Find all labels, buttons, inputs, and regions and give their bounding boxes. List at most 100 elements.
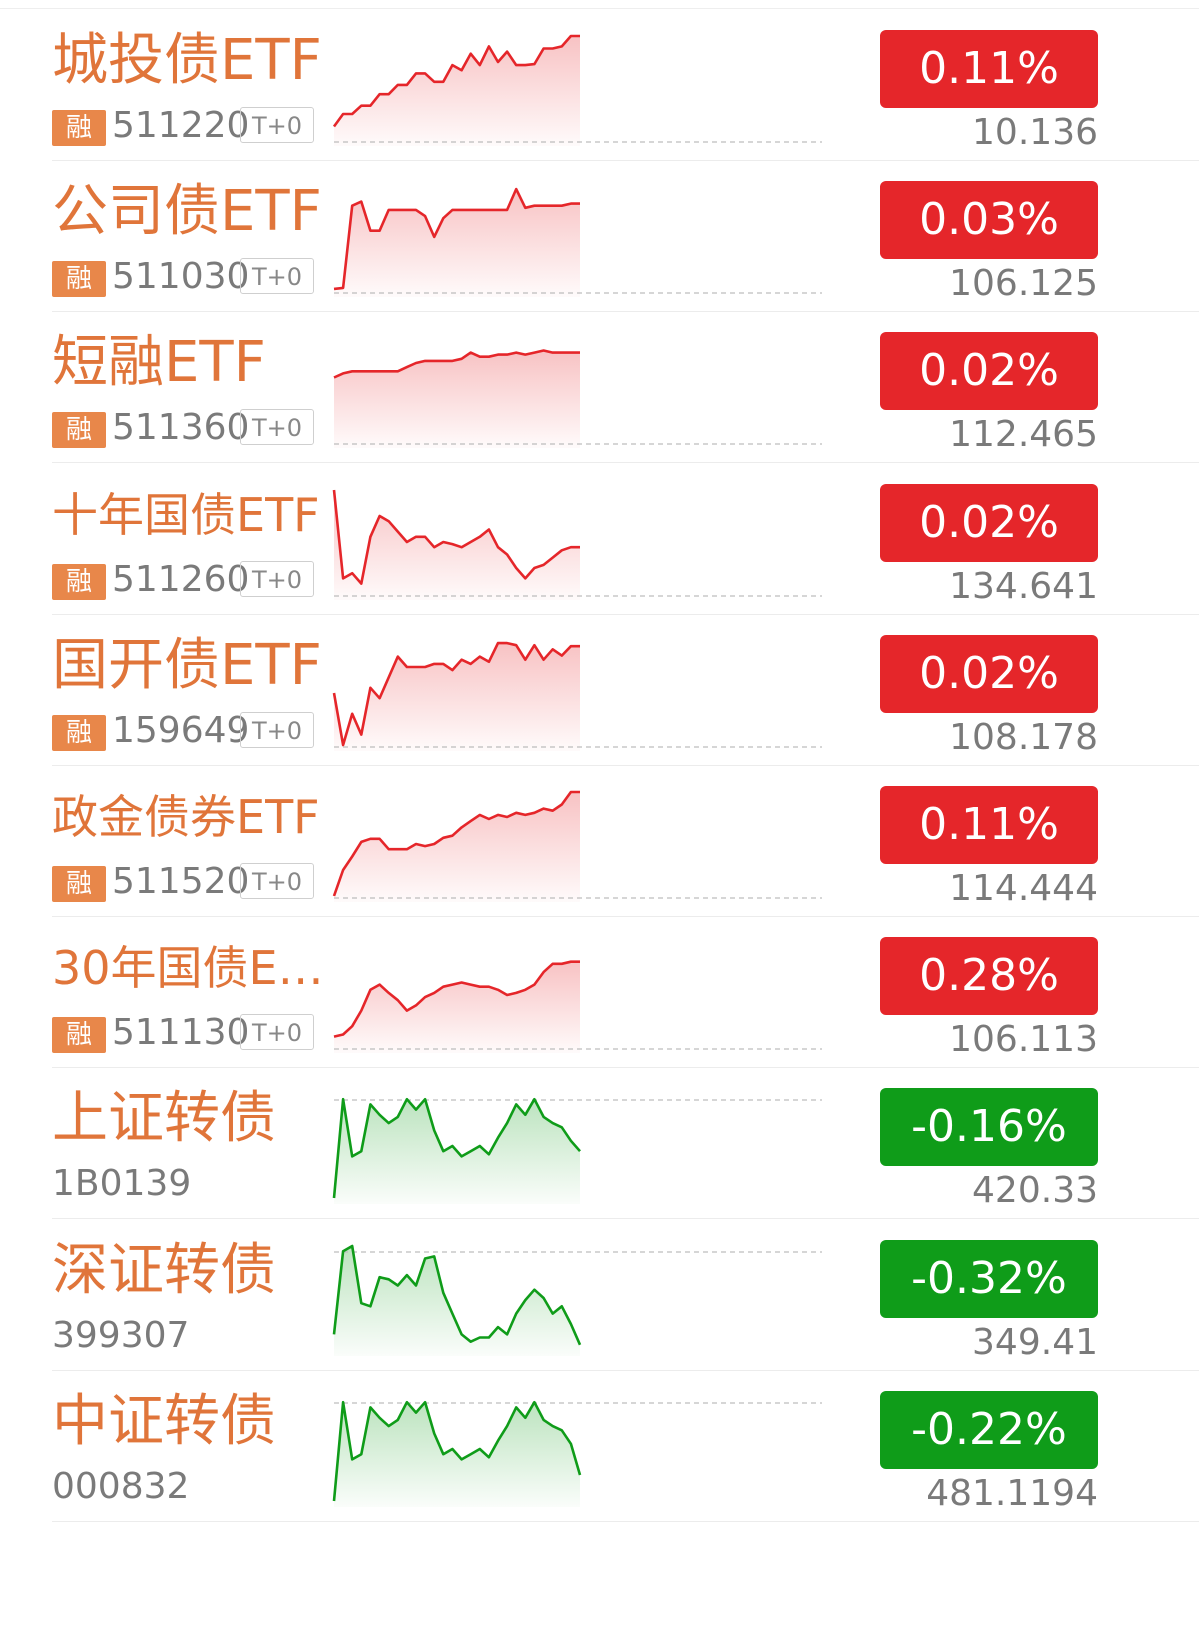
security-name: 政金债券ETF <box>52 790 320 844</box>
security-code: 511360 <box>112 407 250 449</box>
row-divider <box>52 764 1199 766</box>
change-percent-badge: 0.02% <box>880 483 1098 562</box>
t0-tag: T+0 <box>240 258 314 295</box>
top-divider <box>0 8 1199 9</box>
last-price: 134.641 <box>949 565 1098 607</box>
sparkline-line <box>332 489 580 585</box>
t0-tag: T+0 <box>240 560 314 597</box>
security-name: 公司债ETF <box>52 181 322 244</box>
change-percent-badge: 0.11% <box>880 30 1098 108</box>
sparkline-area <box>334 792 580 902</box>
security-name: 短融ETF <box>52 332 266 395</box>
security-code: 159649 <box>112 709 250 751</box>
change-percent-badge: -0.32% <box>880 1239 1098 1318</box>
t0-tag: T+0 <box>240 1014 314 1051</box>
security-code: 511030 <box>112 256 250 298</box>
row-divider <box>52 462 1199 464</box>
quote-row[interactable]: 短融ETF 融 511360 T+0 0.02% 112.465 <box>0 312 1199 464</box>
quote-row[interactable]: 上证转债 1B0139 -0.16% 420.33 <box>0 1068 1199 1220</box>
row-divider <box>52 160 1199 161</box>
sparkline-area <box>334 1245 580 1356</box>
t0-tag: T+0 <box>240 863 314 899</box>
change-percent-badge: 0.28% <box>880 937 1098 1016</box>
security-code: 000832 <box>52 1465 190 1507</box>
security-name: 深证转债 <box>52 1239 276 1302</box>
t0-tag: T+0 <box>240 107 314 143</box>
t0-tag: T+0 <box>240 711 314 748</box>
quote-row[interactable]: 十年国债ETF 融 511260 T+0 0.02% 134.641 <box>0 464 1199 615</box>
security-name: 城投债ETF <box>52 30 322 92</box>
security-name: 30年国债ET... <box>52 941 342 996</box>
sparkline-area <box>334 36 580 146</box>
sparkline-chart <box>332 1244 822 1356</box>
sparkline-area <box>334 642 580 751</box>
last-price: 112.465 <box>949 414 1098 456</box>
security-code: 511220 <box>112 105 250 146</box>
quote-row[interactable]: 国开债ETF 融 159649 T+0 0.02% 108.178 <box>0 615 1199 766</box>
sparkline-line <box>332 1400 582 1501</box>
margin-badge: 融 <box>52 714 106 751</box>
margin-badge: 融 <box>52 1017 106 1054</box>
sparkline-area <box>334 189 580 298</box>
quote-row[interactable]: 30年国债ET... 融 511130 T+0 0.28% 106.113 <box>0 917 1199 1069</box>
change-percent-badge: 0.11% <box>880 786 1098 864</box>
sparkline-area <box>334 350 580 449</box>
quote-row[interactable]: 政金债券ETF 融 511520 T+0 0.11% 114.444 <box>0 766 1199 917</box>
security-name: 国开债ETF <box>52 634 322 697</box>
sparkline-area <box>334 961 580 1054</box>
security-code: 511260 <box>112 558 250 600</box>
security-code: 1B0139 <box>52 1163 192 1205</box>
t0-tag: T+0 <box>240 409 314 446</box>
row-divider <box>52 613 1199 615</box>
quote-row[interactable]: 城投债ETF 融 511220 T+0 0.11% 10.136 <box>0 10 1199 161</box>
last-price: 114.444 <box>949 868 1098 909</box>
last-price: 420.33 <box>972 1170 1098 1212</box>
row-divider <box>52 916 1199 917</box>
sparkline-chart <box>333 960 822 1054</box>
sparkline-line <box>332 790 580 897</box>
last-price: 108.178 <box>949 716 1098 758</box>
sparkline-line <box>332 34 580 128</box>
sparkline-line <box>333 187 580 291</box>
row-divider <box>52 1520 1199 1522</box>
security-code: 511520 <box>112 861 250 902</box>
margin-badge: 融 <box>52 563 106 600</box>
last-price: 10.136 <box>972 112 1098 153</box>
sparkline-line <box>332 641 580 747</box>
row-divider <box>52 1369 1199 1371</box>
quote-row[interactable]: 深证转债 399307 -0.32% 349.41 <box>0 1220 1199 1371</box>
quote-row[interactable]: 公司债ETF 融 511030 T+0 0.03% 106.125 <box>0 161 1199 313</box>
change-percent-badge: -0.22% <box>880 1390 1098 1469</box>
sparkline-chart <box>333 187 822 298</box>
sparkline-chart <box>333 349 822 449</box>
row-divider <box>52 1218 1199 1220</box>
last-price: 106.125 <box>949 263 1098 305</box>
quote-row[interactable]: 中证转债 000832 -0.22% 481.1194 <box>0 1371 1199 1522</box>
sparkline-line <box>332 1244 582 1345</box>
security-code: 399307 <box>52 1314 190 1356</box>
change-percent-badge: 0.02% <box>880 634 1098 713</box>
margin-badge: 融 <box>52 866 106 902</box>
security-name: 中证转债 <box>52 1390 276 1453</box>
margin-badge: 融 <box>52 412 106 449</box>
row-divider <box>52 1067 1199 1069</box>
change-percent-badge: -0.16% <box>880 1088 1098 1167</box>
sparkline-chart <box>332 489 822 600</box>
sparkline-line <box>332 1098 581 1199</box>
change-percent-badge: 0.02% <box>880 332 1098 411</box>
sparkline-chart <box>332 1400 822 1507</box>
last-price: 481.1194 <box>926 1472 1098 1514</box>
row-divider <box>52 311 1199 313</box>
last-price: 349.41 <box>972 1321 1098 1363</box>
sparkline-line <box>333 349 580 380</box>
sparkline-chart <box>332 641 822 751</box>
change-percent-badge: 0.03% <box>880 181 1098 260</box>
last-price: 106.113 <box>949 1019 1098 1061</box>
security-name: 上证转债 <box>52 1088 276 1151</box>
security-code: 511130 <box>112 1012 250 1054</box>
sparkline-chart <box>332 790 822 902</box>
security-name: 十年国债ETF <box>52 487 320 542</box>
sparkline-chart <box>332 1098 822 1205</box>
margin-badge: 融 <box>52 261 106 298</box>
sparkline-chart <box>332 34 822 146</box>
